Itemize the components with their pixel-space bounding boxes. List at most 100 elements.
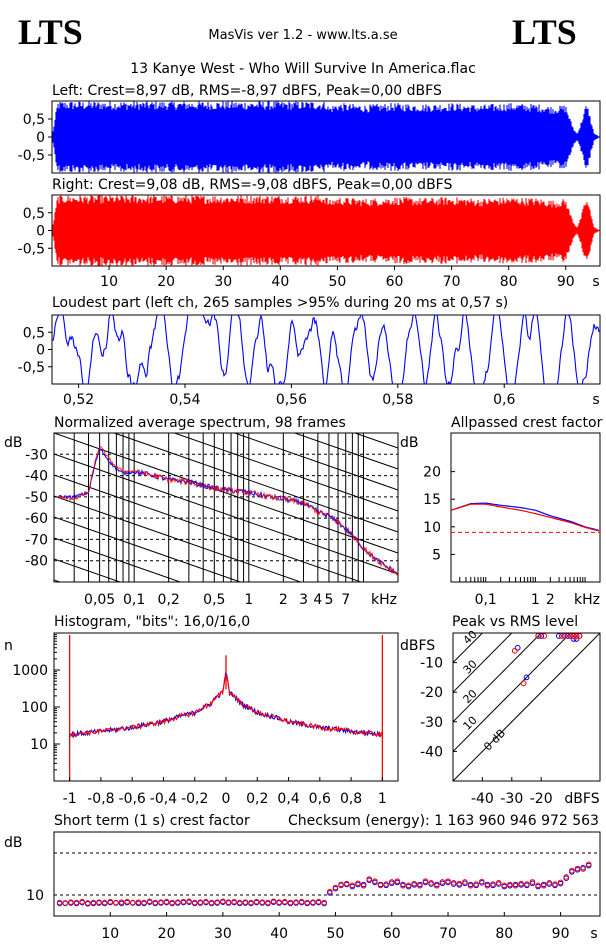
short-term-point-right xyxy=(73,899,80,906)
x-tick-label: 20 xyxy=(158,926,176,942)
short-term-point-right xyxy=(366,876,373,882)
short-term-point-right xyxy=(383,881,389,887)
crest-diagonal-label: 10 xyxy=(461,714,480,733)
x-tick-label: 2 xyxy=(279,592,288,608)
short-term-point-right xyxy=(456,880,463,887)
plot-frame xyxy=(452,632,601,782)
y-tick-label: 5 xyxy=(432,547,441,563)
short-term-point-right xyxy=(433,882,440,889)
peak-rms-point-right xyxy=(570,633,577,639)
x-tick-label: 70 xyxy=(439,926,457,942)
spectrum-panel: Normalized average spectrum, 98 frames d… xyxy=(4,415,399,826)
peak-rms-point-right xyxy=(573,633,580,639)
spectrum-ylabel: dB xyxy=(4,435,23,451)
x-tick-label: 0,58 xyxy=(382,392,413,408)
spectrum-grid xyxy=(54,433,398,826)
short-term-point-right xyxy=(574,865,581,872)
short-term-point-right xyxy=(281,898,288,905)
short-term-point-right xyxy=(248,899,254,906)
app-title: MasVis ver 1.2 - www.lts.a.se xyxy=(208,28,397,43)
peak-rms-ylabel: dBFS xyxy=(400,638,435,654)
short-term-point-right xyxy=(394,878,401,884)
peak-rms-point-right xyxy=(558,633,565,639)
loudest-part-title: Loudest part (left ch, 265 samples >95% … xyxy=(52,295,508,311)
x-tick-label: 1 xyxy=(244,592,253,608)
short-term-point-right xyxy=(135,899,142,905)
peak-vs-rms-panel: Peak vs RMS level dBFS 40 30 20 100 dB -10 -2… xyxy=(400,614,601,807)
short-term-point-right xyxy=(388,879,395,885)
slope-line xyxy=(233,433,398,491)
short-term-point-right xyxy=(141,899,147,906)
short-term-point-right xyxy=(518,880,524,887)
x-tick-label: 0,5 xyxy=(203,592,225,608)
short-term-point-right xyxy=(445,878,451,884)
short-term-point-right xyxy=(293,899,299,905)
x-tick-label: 0,56 xyxy=(276,392,307,408)
x-unit-label: s xyxy=(592,392,599,408)
short-term-point-right xyxy=(68,899,74,905)
y-tick-label: 10 xyxy=(26,888,44,904)
x-tick-label: 30 xyxy=(214,926,232,942)
short-term-point-right xyxy=(360,882,367,889)
short-term-point-right xyxy=(113,899,119,906)
short-term-point-right xyxy=(495,880,502,886)
crest-diagonal xyxy=(453,633,513,693)
y-tick-label: -80 xyxy=(25,554,48,570)
spectrum-title: Normalized average spectrum, 98 frames xyxy=(54,415,346,431)
x-tick-label: 0,2 xyxy=(246,791,268,807)
short-term-point-right xyxy=(478,878,485,885)
short-term-point-right xyxy=(191,899,198,906)
x-tick-label: -1 xyxy=(63,791,77,807)
short-term-point-right xyxy=(377,882,384,889)
x-tick-label: 0,1 xyxy=(123,592,145,608)
short-term-point-right xyxy=(529,879,536,885)
x-tick-label: 1 xyxy=(531,592,540,608)
peak-rms-point-left xyxy=(538,633,545,639)
slope-line xyxy=(54,474,363,582)
x-unit-label: kHz xyxy=(371,592,397,608)
waveform-left-title: Left: Crest=8,97 dB, RMS=-8,97 dBFS, Pea… xyxy=(52,83,442,99)
short-term-point-right xyxy=(473,881,479,887)
x-tick-label: -0,6 xyxy=(119,791,146,807)
short-term-point-right xyxy=(214,899,221,905)
crest-diagonal xyxy=(453,633,600,781)
slope-line xyxy=(54,495,303,582)
short-term-point-right xyxy=(338,882,344,889)
peak-rms-point-left xyxy=(523,674,530,681)
short-term-point-right xyxy=(84,900,91,906)
short-term-point-right xyxy=(163,898,170,905)
short-term-point-right xyxy=(315,898,322,905)
histogram-panel: Histogram, "bits": 16,0/16,0 n 100010010… xyxy=(4,614,399,807)
short-term-point-right xyxy=(270,898,277,905)
short-term-point-right xyxy=(310,899,316,905)
short-term-point-right xyxy=(512,882,519,889)
x-tick-label: 0,2 xyxy=(158,592,180,608)
waveform-right-title: Right: Crest=9,08 dB, RMS=-9,08 dBFS, Pe… xyxy=(52,177,452,193)
short-term-point-right xyxy=(62,900,69,906)
short-term-point-right xyxy=(580,866,586,872)
x-tick-label: 7 xyxy=(341,592,350,608)
crest-series-left xyxy=(450,502,600,531)
short-term-point-right xyxy=(124,898,130,905)
x-tick-label: 50 xyxy=(329,274,347,290)
x-tick-label: 60 xyxy=(386,274,404,290)
short-term-point-right xyxy=(169,899,176,906)
short-term-point-right xyxy=(557,879,564,886)
loudest-part-series-left xyxy=(52,315,600,384)
x-tick-label: 0 xyxy=(222,791,231,807)
peak-rms-title: Peak vs RMS level xyxy=(452,614,578,630)
waveform-left-panel: Left: Crest=8,97 dB, RMS=-8,97 dBFS, Pea… xyxy=(18,83,601,174)
y-tick-label: -40 xyxy=(420,744,443,760)
x-tick-label: 3 xyxy=(299,592,308,608)
short-term-point-right xyxy=(236,899,243,906)
x-tick-label: 10 xyxy=(100,274,118,290)
y-tick-label: 10 xyxy=(423,520,441,536)
short-term-point-right xyxy=(546,880,553,886)
slope-line xyxy=(54,706,398,826)
slope-line xyxy=(54,433,398,554)
short-term-point-right xyxy=(563,874,570,880)
short-term-point-right xyxy=(130,899,136,906)
x-tick-label: 5 xyxy=(325,592,334,608)
slope-line xyxy=(54,516,242,582)
